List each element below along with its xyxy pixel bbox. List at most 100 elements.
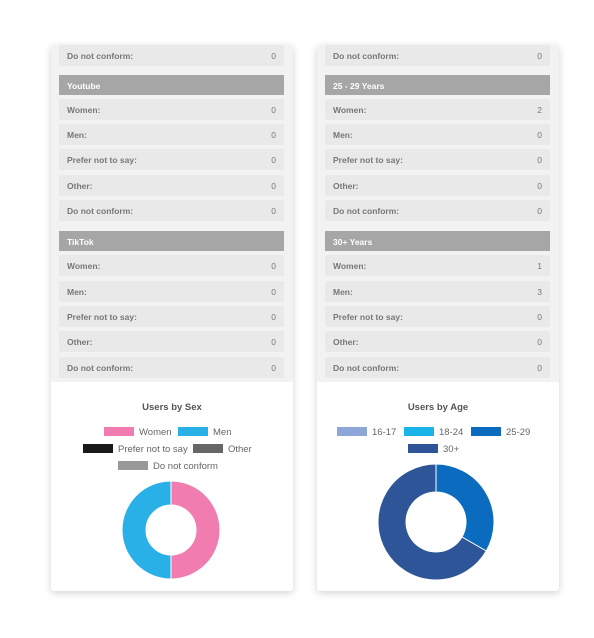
stat-row: Prefer not to say: 0 (325, 149, 550, 170)
legend-label: Other (228, 444, 252, 455)
stat-label: Women: (67, 105, 101, 115)
stat-label: Prefer not to say: (67, 155, 137, 165)
stat-row: Do not conform: 0 (59, 200, 284, 221)
stat-row: Other: 0 (325, 331, 550, 352)
stat-value: 0 (537, 130, 542, 140)
stat-label: Do not conform: (67, 206, 134, 216)
stat-row: Do not conform: 0 (59, 45, 284, 66)
stat-label: Prefer not to say: (67, 312, 137, 322)
legend-label: Men (213, 427, 232, 438)
legend-swatch (404, 427, 434, 436)
section-title: TikTok (67, 237, 94, 247)
stat-value: 0 (271, 287, 276, 297)
stat-row: Prefer not to say: 0 (325, 306, 550, 327)
stat-label: Women: (67, 261, 101, 271)
legend-swatch (337, 427, 367, 436)
legend-swatch (471, 427, 501, 436)
stat-label: Do not conform: (67, 51, 134, 61)
legend-item-women[interactable]: Women (104, 427, 172, 438)
stat-value: 2 (537, 105, 542, 115)
users-by-sex-panel: Do not conform: 0 Youtube Women: 0 Men: … (51, 45, 293, 591)
slice-women[interactable] (170, 480, 221, 580)
stat-label: Other: (67, 181, 93, 191)
section-header-tiktok: TikTok (59, 231, 284, 251)
stat-value: 0 (271, 105, 276, 115)
legend-label: 16-17 (372, 427, 397, 438)
stat-row: Do not conform: 0 (59, 357, 284, 378)
legend-item-men[interactable]: Men (178, 427, 231, 438)
slice-men[interactable] (121, 480, 172, 580)
stat-value: 0 (271, 312, 276, 322)
stat-value: 0 (537, 51, 542, 61)
stat-value: 0 (537, 312, 542, 322)
stat-value: 0 (537, 337, 542, 347)
legend-label: 18-24 (439, 427, 464, 438)
legend-swatch (104, 427, 134, 436)
stat-row: Women: 1 (325, 255, 550, 276)
section-title: Youtube (67, 81, 101, 91)
stat-row: Do not conform: 0 (325, 200, 550, 221)
stat-label: Do not conform: (67, 363, 134, 373)
stat-row: Other: 0 (59, 331, 284, 352)
legend-swatch (118, 461, 148, 470)
legend-item-prefer-not-to-say[interactable]: Prefer not to say (83, 444, 188, 455)
stat-label: Men: (333, 130, 353, 140)
stat-label: Do not conform: (333, 206, 400, 216)
stat-label: Prefer not to say: (333, 312, 403, 322)
stat-value: 0 (271, 51, 276, 61)
stat-value: 0 (537, 181, 542, 191)
section-header-30-plus: 30+ Years (325, 231, 550, 251)
slice-25-29[interactable] (435, 463, 495, 552)
chart-title: Users by Sex (142, 402, 202, 413)
stat-value: 0 (537, 155, 542, 165)
stat-label: Men: (333, 287, 353, 297)
legend-label: Women (139, 427, 172, 438)
stat-row: Prefer not to say: 0 (59, 149, 284, 170)
stat-row: Other: 0 (59, 175, 284, 196)
stat-row: Men: 0 (325, 124, 550, 145)
legend-item-30-plus[interactable]: 30+ (408, 444, 459, 455)
stat-label: Other: (333, 337, 359, 347)
section-header-youtube: Youtube (59, 75, 284, 95)
legend-item-16-17[interactable]: 16-17 (337, 427, 396, 438)
stats-list: Do not conform: 0 25 - 29 Years Women: 2… (317, 45, 559, 382)
stat-value: 3 (537, 287, 542, 297)
stat-row: Do not conform: 0 (325, 45, 550, 66)
legend-label: 25-29 (506, 427, 531, 438)
stat-label: Other: (333, 181, 359, 191)
legend-item-other[interactable]: Other (193, 444, 252, 455)
stat-label: Men: (67, 130, 87, 140)
stat-label: Prefer not to say: (333, 155, 403, 165)
sex-donut-chart (121, 480, 221, 580)
legend-swatch (83, 444, 113, 453)
legend-swatch (193, 444, 223, 453)
chart-title: Users by Age (407, 402, 469, 413)
stat-value: 0 (271, 130, 276, 140)
legend-item-do-not-conform[interactable]: Do not conform (118, 461, 218, 472)
stat-label: Other: (67, 337, 93, 347)
legend-label: Prefer not to say (118, 444, 188, 455)
section-header-25-29: 25 - 29 Years (325, 75, 550, 95)
stat-row: Men: 3 (325, 281, 550, 302)
stat-label: Do not conform: (333, 363, 400, 373)
age-donut-chart (377, 463, 495, 581)
stat-row: Women: 0 (59, 255, 284, 276)
stat-value: 0 (271, 261, 276, 271)
stat-row: Women: 0 (59, 99, 284, 120)
stat-row: Other: 0 (325, 175, 550, 196)
legend-item-18-24[interactable]: 18-24 (404, 427, 463, 438)
stat-value: 0 (537, 363, 542, 373)
stat-value: 0 (271, 337, 276, 347)
section-title: 25 - 29 Years (333, 81, 385, 91)
section-title: 30+ Years (333, 237, 373, 247)
stat-row: Do not conform: 0 (325, 357, 550, 378)
stat-label: Men: (67, 287, 87, 297)
legend-swatch (178, 427, 208, 436)
legend-swatch (408, 444, 438, 453)
stat-value: 0 (271, 206, 276, 216)
slice-30-[interactable] (377, 463, 487, 581)
stat-label: Women: (333, 261, 367, 271)
legend-item-25-29[interactable]: 25-29 (471, 427, 530, 438)
stat-row: Women: 2 (325, 99, 550, 120)
stat-value: 0 (271, 181, 276, 191)
